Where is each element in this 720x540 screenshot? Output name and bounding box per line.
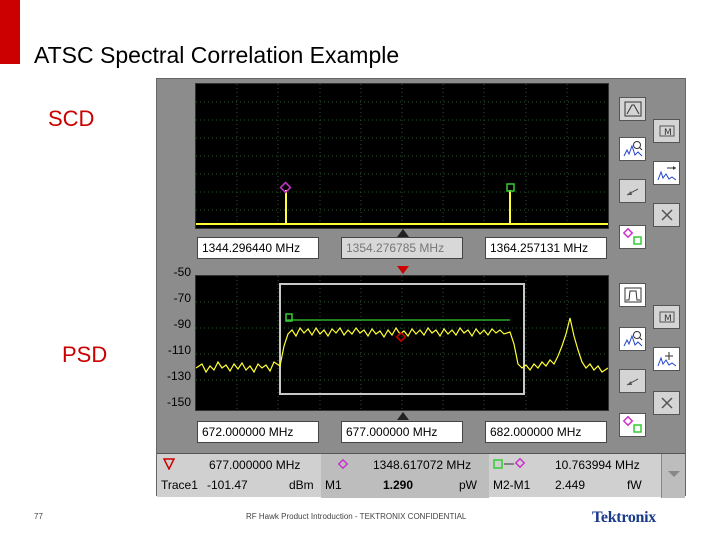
psd-zoom-box[interactable] xyxy=(279,283,525,395)
m1-triangle-icon xyxy=(163,458,175,470)
slide-title: ATSC Spectral Correlation Example xyxy=(34,42,400,68)
delta-unit: fW xyxy=(627,478,642,492)
scd-marker-m2[interactable] xyxy=(506,183,515,192)
scd-graticule xyxy=(196,84,608,228)
marker-pair-icon xyxy=(622,416,642,433)
scd-marker-m1[interactable] xyxy=(279,181,292,194)
analyzer-screen: 1344.296440 MHz 1354.276785 MHz 1364.257… xyxy=(156,78,686,498)
scd-undo-button[interactable] xyxy=(619,179,646,203)
psd-graticule xyxy=(196,276,608,410)
m2-unit: pW xyxy=(459,478,477,492)
psd-bandpass-button[interactable] xyxy=(619,283,646,307)
psd-marker-pair-button[interactable] xyxy=(619,413,646,437)
psd-center-caret xyxy=(397,412,409,420)
peak-icon xyxy=(624,101,641,117)
psd-close-button[interactable] xyxy=(653,391,680,415)
readout-scroll-button[interactable] xyxy=(661,454,685,498)
psd-ytick-1: -70 xyxy=(173,291,191,305)
psd-ytick-2: -90 xyxy=(173,317,191,331)
psd-label: PSD xyxy=(62,342,108,367)
scd-peak-button[interactable] xyxy=(619,97,646,121)
page-number: 77 xyxy=(34,512,43,521)
psd-trace xyxy=(196,317,608,374)
psd-freq-left[interactable]: 672.000000 MHz xyxy=(197,421,319,443)
footer-text: RF Hawk Product Introduction - TEKTRONIX… xyxy=(246,512,467,521)
psd-undo-button[interactable] xyxy=(619,369,646,393)
svg-text:M: M xyxy=(664,128,672,138)
tektronix-logo: Tektronix xyxy=(592,509,656,526)
psd-marker-button[interactable]: M xyxy=(653,305,680,329)
scd-label: SCD xyxy=(48,106,95,131)
m2-diamond-icon xyxy=(337,458,349,470)
chevron-down-icon xyxy=(668,471,680,477)
delta-value: 2.449 xyxy=(555,478,586,492)
scd-freq-right[interactable]: 1364.257131 MHz xyxy=(485,237,607,259)
title-accent-bar xyxy=(0,0,20,64)
delta-frequency: 10.763994 MHz xyxy=(555,458,640,472)
psd-freq-right[interactable]: 682.000000 MHz xyxy=(485,421,607,443)
pan-icon xyxy=(657,166,676,181)
zoom-icon xyxy=(623,331,642,347)
psd-marker-m2[interactable] xyxy=(285,313,293,322)
scd-pan-button[interactable] xyxy=(653,161,680,185)
scd-marker-pair-button[interactable] xyxy=(619,225,646,249)
scd-plot xyxy=(195,83,609,229)
delta-marker-icon xyxy=(493,458,526,469)
m2-readout-panel xyxy=(321,454,489,498)
delta-label: M2-M1 xyxy=(493,478,531,492)
m1-unit: dBm xyxy=(289,478,314,492)
pan-icon xyxy=(657,352,676,367)
m1-label: M1 xyxy=(325,478,342,492)
svg-text:M: M xyxy=(664,314,672,324)
m2-frequency: 1348.617072 MHz xyxy=(373,458,472,472)
psd-freq-center[interactable]: 677.000000 MHz xyxy=(341,421,463,443)
psd-ytick-4: -130 xyxy=(166,369,191,383)
marker-pair-icon xyxy=(622,228,642,245)
undo-icon xyxy=(626,378,638,386)
scd-center-caret xyxy=(397,229,409,237)
psd-plot xyxy=(195,275,609,411)
marker-arrow-icon: M xyxy=(659,311,674,324)
psd-pan-button[interactable] xyxy=(653,347,680,371)
m1-value: -101.47 xyxy=(207,478,248,492)
scd-marker-button[interactable]: M xyxy=(653,119,680,143)
scd-freq-center[interactable]: 1354.276785 MHz xyxy=(341,237,463,259)
trace-label: Trace1 xyxy=(161,478,198,492)
psd-ytick-5: -150 xyxy=(166,395,191,409)
marker-readout-bar: 677.000000 MHz Trace1 -101.47 dBm 1348.6… xyxy=(157,453,685,498)
scd-close-button[interactable] xyxy=(653,203,680,227)
scd-zoom-button[interactable] xyxy=(619,137,646,161)
close-icon xyxy=(660,209,673,221)
bandpass-icon xyxy=(624,287,641,303)
psd-marker-caret xyxy=(397,266,409,274)
psd-ytick-3: -110 xyxy=(167,343,191,357)
psd-zoom-button[interactable] xyxy=(619,327,646,351)
marker-arrow-icon: M xyxy=(659,125,674,138)
m2-value: 1.290 xyxy=(383,478,414,492)
zoom-icon xyxy=(623,141,642,157)
m1-frequency: 677.000000 MHz xyxy=(209,458,301,472)
close-icon xyxy=(660,397,673,409)
scd-freq-left[interactable]: 1344.296440 MHz xyxy=(197,237,319,259)
psd-ytick-0: -50 xyxy=(173,265,191,279)
psd-marker-m1[interactable] xyxy=(395,331,407,343)
undo-icon xyxy=(626,188,638,196)
